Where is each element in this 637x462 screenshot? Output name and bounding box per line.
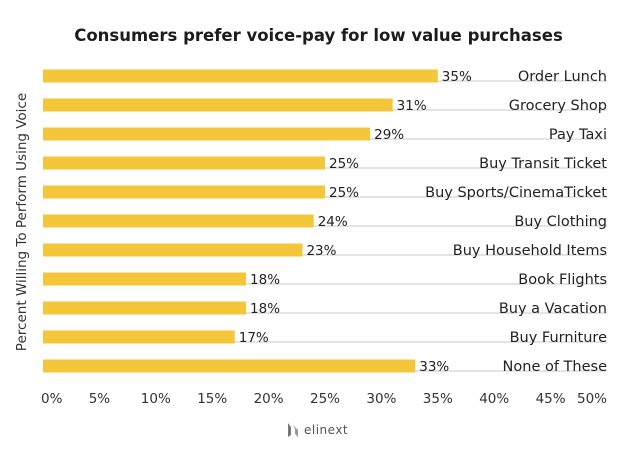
x-tick-label: 40%	[479, 391, 509, 407]
category-label: Order Lunch	[518, 69, 607, 85]
data-label: 33%	[419, 359, 449, 375]
category-label: Buy Clothing	[514, 214, 607, 230]
x-tick-label: 30%	[366, 391, 396, 407]
watermark-text: elinext	[304, 423, 349, 437]
x-tick-label: 25%	[310, 391, 340, 407]
x-tick-label: 5%	[89, 391, 111, 407]
category-label: Buy Transit Ticket	[479, 156, 607, 172]
data-label: 25%	[329, 156, 359, 172]
data-label: 24%	[318, 214, 348, 230]
data-label: 18%	[250, 272, 280, 288]
watermark: elinext	[286, 421, 348, 439]
bar	[43, 214, 314, 228]
bar	[43, 272, 247, 286]
x-tick-label: 45%	[536, 391, 566, 407]
x-tick-label: 0%	[41, 391, 63, 407]
category-label: Buy Sports/CinemaTicket	[425, 185, 607, 201]
x-tick-label: 10%	[141, 391, 171, 407]
elinext-logo-icon	[288, 423, 298, 437]
category-label: Buy a Vacation	[499, 301, 607, 317]
chart-title: Consumers prefer voice-pay for low value…	[74, 26, 563, 45]
bar	[43, 243, 303, 257]
category-label: Grocery Shop	[509, 98, 607, 114]
data-label: 35%	[442, 69, 472, 85]
category-label: Pay Taxi	[549, 127, 607, 143]
bar	[43, 330, 235, 344]
bar	[43, 127, 371, 141]
bar	[43, 98, 393, 112]
data-label: 25%	[329, 185, 359, 201]
bar	[43, 301, 247, 315]
bar	[43, 359, 416, 373]
x-tick-label: 35%	[423, 391, 453, 407]
data-label: 23%	[306, 243, 336, 259]
data-label: 31%	[397, 98, 427, 114]
x-tick-label: 50%	[577, 391, 607, 407]
category-label: Buy Furniture	[510, 330, 608, 346]
category-label: None of These	[503, 359, 608, 375]
bar	[43, 185, 325, 199]
category-label: Buy Household Items	[453, 243, 607, 259]
category-label: Book Flights	[518, 272, 607, 288]
bar	[43, 69, 438, 83]
x-tick-label: 20%	[254, 391, 284, 407]
data-label: 18%	[250, 301, 280, 317]
x-tick-label: 15%	[197, 391, 227, 407]
data-label: 17%	[239, 330, 269, 346]
data-label: 29%	[374, 127, 404, 143]
bar	[43, 156, 325, 170]
